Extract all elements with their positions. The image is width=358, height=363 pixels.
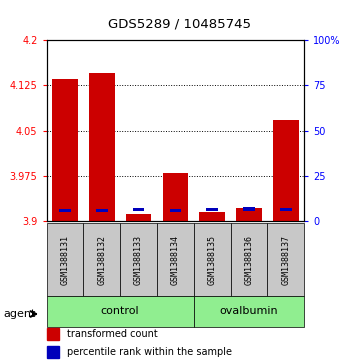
Bar [47, 296, 194, 327]
Bar [267, 223, 304, 296]
Bar [89, 73, 115, 221]
Bar [170, 209, 181, 212]
Text: GSM1388136: GSM1388136 [245, 234, 253, 285]
Text: transformed count: transformed count [67, 329, 157, 339]
Text: GSM1388137: GSM1388137 [281, 234, 290, 285]
Bar [47, 328, 59, 340]
Text: percentile rank within the sample: percentile rank within the sample [67, 347, 232, 357]
Bar [199, 212, 225, 221]
Bar [157, 223, 194, 296]
Text: GSM1388133: GSM1388133 [134, 234, 143, 285]
Text: GSM1388134: GSM1388134 [171, 234, 180, 285]
Bar [194, 296, 304, 327]
Bar [194, 223, 231, 296]
Bar [133, 208, 144, 211]
Bar [126, 214, 151, 221]
Bar [59, 209, 71, 212]
Bar [96, 209, 107, 212]
Bar [236, 208, 262, 221]
Bar [280, 208, 292, 211]
Bar [120, 223, 157, 296]
Text: ovalbumin: ovalbumin [220, 306, 279, 316]
Text: GSM1388131: GSM1388131 [61, 234, 69, 285]
Bar [207, 208, 218, 211]
Bar [243, 207, 255, 211]
Bar [52, 79, 78, 221]
Text: GSM1388135: GSM1388135 [208, 234, 217, 285]
Text: GSM1388132: GSM1388132 [97, 234, 106, 285]
Bar [273, 121, 299, 221]
Text: GDS5289 / 10485745: GDS5289 / 10485745 [107, 18, 251, 31]
Text: agent: agent [4, 309, 36, 319]
Bar [47, 346, 59, 358]
Bar [83, 223, 120, 296]
Bar [163, 173, 188, 221]
Bar [231, 223, 267, 296]
Bar [47, 223, 83, 296]
Text: control: control [101, 306, 140, 316]
